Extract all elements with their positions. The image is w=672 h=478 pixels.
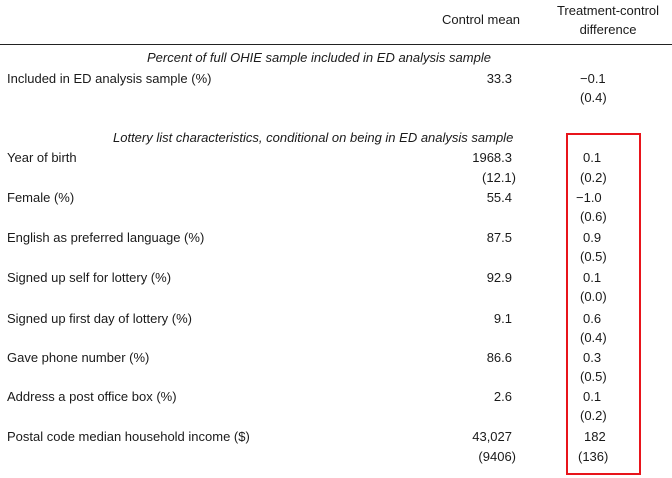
col-header-diff-line2: difference [579, 22, 637, 37]
col-header-control-mean: Control mean [442, 12, 521, 27]
row-label: Female (%) [7, 190, 75, 205]
diff-value: 0.3 [583, 350, 602, 365]
diff-se: (0.4) [580, 330, 607, 345]
diff-value: 0.6 [583, 311, 602, 326]
section-title: Lottery list characteristics, conditiona… [113, 130, 514, 145]
row-label: English as preferred language (%) [7, 230, 205, 245]
control-mean-value: 55.4 [486, 190, 512, 205]
row-label: Included in ED analysis sample (%) [7, 71, 212, 86]
diff-se: (0.6) [580, 209, 607, 224]
diff-value: 0.1 [583, 270, 602, 285]
row-label: Signed up first day of lottery (%) [7, 311, 192, 326]
diff-value: −0.1 [580, 71, 606, 86]
control-mean-value: 33.3 [486, 71, 512, 86]
control-mean-value: 9.1 [493, 311, 512, 326]
highlight-box [566, 133, 641, 475]
diff-value: 182 [584, 429, 606, 444]
row-label: Year of birth [7, 150, 77, 165]
col-header-diff-line1: Treatment-control [556, 3, 660, 18]
row-label: Postal code median household income ($) [7, 429, 250, 444]
control-mean-value: 86.6 [486, 350, 512, 365]
diff-value: −1.0 [576, 190, 602, 205]
control-mean-sd: (12.1) [482, 170, 516, 185]
control-mean-value: 87.5 [486, 230, 512, 245]
diff-se: (0.4) [580, 90, 607, 105]
control-mean-value: 43,027 [472, 429, 512, 444]
diff-value: 0.1 [583, 150, 602, 165]
section-title: Percent of full OHIE sample included in … [147, 50, 491, 65]
row-label: Address a post office box (%) [7, 389, 177, 404]
control-mean-value: 1968.3 [472, 150, 512, 165]
diff-value: 0.1 [583, 389, 602, 404]
diff-se: (0.0) [580, 289, 607, 304]
row-label: Signed up self for lottery (%) [7, 270, 172, 285]
diff-se: (0.2) [580, 170, 607, 185]
diff-se: (136) [578, 449, 609, 464]
control-mean-sd: (9406) [478, 449, 516, 464]
diff-se: (0.5) [580, 369, 607, 384]
row-label: Gave phone number (%) [7, 350, 150, 365]
diff-se: (0.2) [580, 408, 607, 423]
diff-se: (0.5) [580, 249, 607, 264]
header-rule [0, 44, 672, 45]
control-mean-value: 2.6 [493, 389, 512, 404]
diff-value: 0.9 [583, 230, 602, 245]
control-mean-value: 92.9 [486, 270, 512, 285]
